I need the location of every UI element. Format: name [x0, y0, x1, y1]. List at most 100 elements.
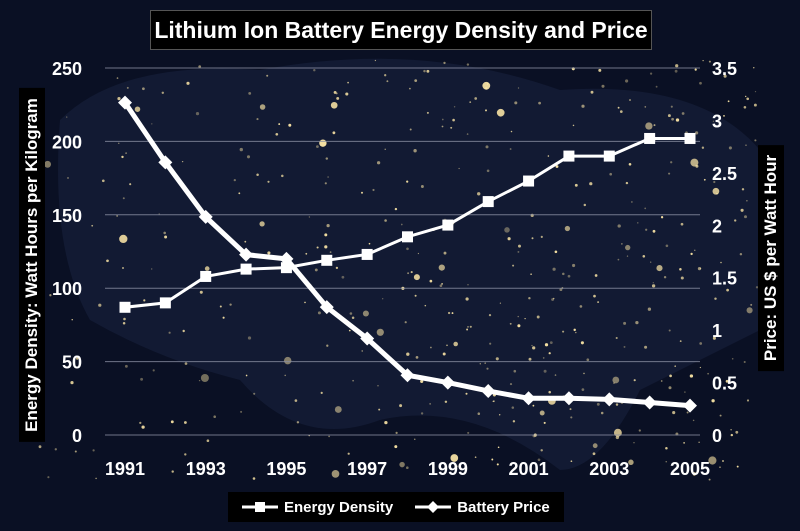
city-light — [549, 341, 553, 344]
city-light — [547, 155, 550, 157]
city-light — [399, 461, 405, 468]
city-light — [726, 288, 729, 292]
city-light — [645, 228, 648, 231]
city-light — [615, 403, 619, 406]
city-light — [753, 103, 757, 107]
city-light — [692, 472, 697, 476]
city-light — [702, 59, 704, 62]
right-y-tick-label: 0 — [712, 426, 722, 446]
city-light — [755, 286, 759, 289]
city-light — [675, 118, 680, 122]
city-light — [592, 452, 596, 456]
city-light — [497, 446, 500, 449]
city-light — [426, 69, 430, 73]
city-light — [690, 158, 699, 167]
city-light — [633, 379, 636, 382]
city-light — [570, 460, 573, 463]
city-light — [161, 91, 165, 95]
city-light — [542, 357, 545, 359]
city-light — [689, 374, 694, 378]
city-light — [327, 176, 329, 178]
city-light — [186, 81, 190, 85]
city-light — [644, 207, 647, 210]
city-light — [183, 421, 187, 424]
city-light — [695, 164, 699, 168]
city-light — [164, 235, 168, 239]
city-light — [681, 112, 685, 115]
city-light — [305, 252, 308, 255]
city-light — [698, 441, 700, 443]
city-light — [469, 101, 472, 103]
city-light — [670, 105, 673, 108]
city-light — [518, 244, 521, 248]
city-light — [456, 465, 459, 467]
city-light — [324, 245, 328, 249]
city-light — [245, 374, 248, 377]
series-energy-density — [119, 132, 696, 313]
city-light — [750, 303, 753, 306]
city-light — [70, 381, 74, 385]
city-light — [326, 344, 329, 347]
city-light — [583, 372, 585, 375]
city-light — [517, 250, 520, 253]
city-light — [543, 421, 546, 424]
city-light — [617, 224, 621, 228]
city-light — [586, 358, 590, 362]
city-light — [479, 363, 481, 365]
city-light — [347, 81, 349, 84]
city-light — [278, 123, 281, 126]
city-light — [575, 331, 577, 334]
x-tick-label: 1995 — [266, 459, 306, 479]
city-light — [400, 223, 403, 226]
diamond-point — [360, 331, 375, 346]
city-light — [708, 60, 711, 63]
city-light — [219, 305, 222, 308]
city-light — [723, 74, 727, 78]
city-light — [555, 165, 559, 168]
city-light — [143, 299, 146, 302]
city-light — [590, 90, 594, 94]
city-light — [714, 297, 717, 300]
city-light — [98, 303, 102, 307]
city-light — [458, 167, 460, 170]
city-light — [182, 329, 185, 333]
city-light — [384, 219, 387, 222]
city-light — [740, 208, 744, 212]
city-light — [537, 458, 541, 462]
city-light — [409, 87, 411, 90]
city-light — [628, 162, 632, 166]
city-light — [351, 316, 355, 319]
city-light — [633, 442, 635, 444]
city-light — [384, 148, 386, 150]
city-light — [469, 325, 472, 328]
diamond-point — [642, 395, 657, 410]
city-light — [352, 379, 354, 382]
city-light — [651, 284, 656, 288]
city-light — [420, 185, 424, 188]
city-light — [332, 131, 336, 135]
city-light — [170, 420, 174, 424]
city-light — [625, 181, 629, 185]
city-light — [122, 197, 125, 200]
city-light — [467, 431, 470, 434]
x-tick-label: 1991 — [105, 459, 145, 479]
city-light — [699, 81, 702, 85]
city-light — [324, 182, 327, 185]
city-light — [414, 438, 416, 440]
city-light — [424, 304, 427, 307]
city-light — [474, 456, 477, 459]
city-light — [474, 97, 478, 100]
city-light — [720, 261, 722, 264]
city-light — [451, 312, 454, 315]
city-light — [283, 356, 292, 365]
diamond-point — [683, 398, 697, 413]
city-light — [736, 465, 739, 468]
city-light — [601, 84, 605, 88]
city-light — [410, 271, 413, 274]
city-light — [126, 86, 129, 89]
city-light — [195, 111, 200, 116]
city-light — [531, 344, 533, 347]
city-light — [198, 379, 201, 382]
square-point — [402, 231, 413, 243]
